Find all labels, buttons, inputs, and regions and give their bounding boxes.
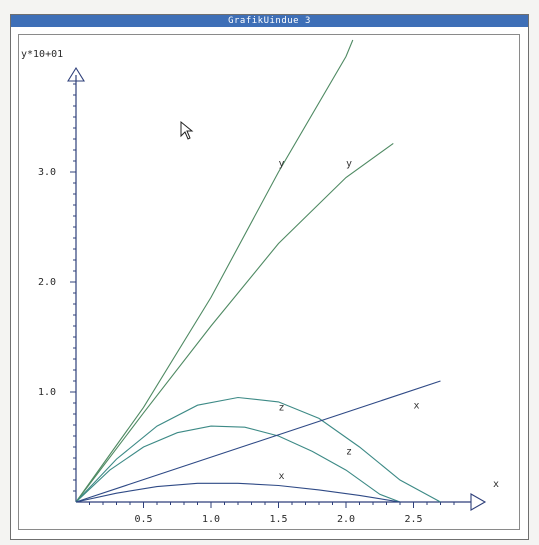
curve-label-x: x <box>414 401 420 412</box>
function-plot: 0.5 1.0 1.5 2.0 2.5 1.0 2.0 3.0 y*10+01 x y y z z x x <box>21 39 499 525</box>
window-title: GrafikUindue 3 <box>228 16 311 26</box>
plot-frame: 0.5 1.0 1.5 2.0 2.5 1.0 2.0 3.0 y*10+01 x y y z z x x <box>18 34 520 530</box>
y-tick-label: 2.0 <box>38 277 56 288</box>
x-tick-label: 2.0 <box>337 514 355 525</box>
curve-label-x: x <box>279 471 285 482</box>
curve-label-y: y <box>279 159 285 170</box>
window-title-bar[interactable]: GrafikUindue 3 <box>11 15 528 27</box>
y-tick-label: 3.0 <box>38 167 56 178</box>
y-axis-label: y*10+01 <box>21 49 63 60</box>
y-axis-arrow-icon <box>67 66 85 82</box>
curve-y-1 <box>75 39 354 503</box>
x-axis-arrow-icon <box>470 493 487 511</box>
mouse-pointer-icon <box>180 120 194 140</box>
curve-x-5 <box>75 482 401 503</box>
curve-label-z: z <box>279 403 285 414</box>
x-tick-label: 2.5 <box>404 514 422 525</box>
curve-label-y: y <box>346 159 352 170</box>
curve-z-3 <box>75 425 401 503</box>
curve-y-2 <box>75 142 394 503</box>
graph-window: GrafikUindue 3 0.5 1.0 1.5 2.0 2.5 1.0 2.0 3.0 y… <box>10 14 529 540</box>
curve-x-6 <box>75 380 441 503</box>
x-tick-label: 0.5 <box>134 514 152 525</box>
curve-label-z: z <box>346 447 352 458</box>
curve-z-4 <box>75 396 441 503</box>
y-tick-label: 1.0 <box>38 387 56 398</box>
x-axis-label: x <box>493 479 499 490</box>
x-tick-label: 1.5 <box>269 514 287 525</box>
x-tick-label: 1.0 <box>202 514 220 525</box>
